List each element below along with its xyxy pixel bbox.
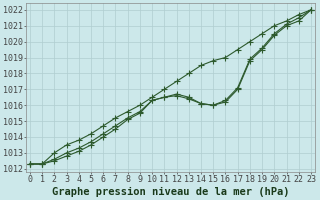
X-axis label: Graphe pression niveau de la mer (hPa): Graphe pression niveau de la mer (hPa) [52, 186, 289, 197]
